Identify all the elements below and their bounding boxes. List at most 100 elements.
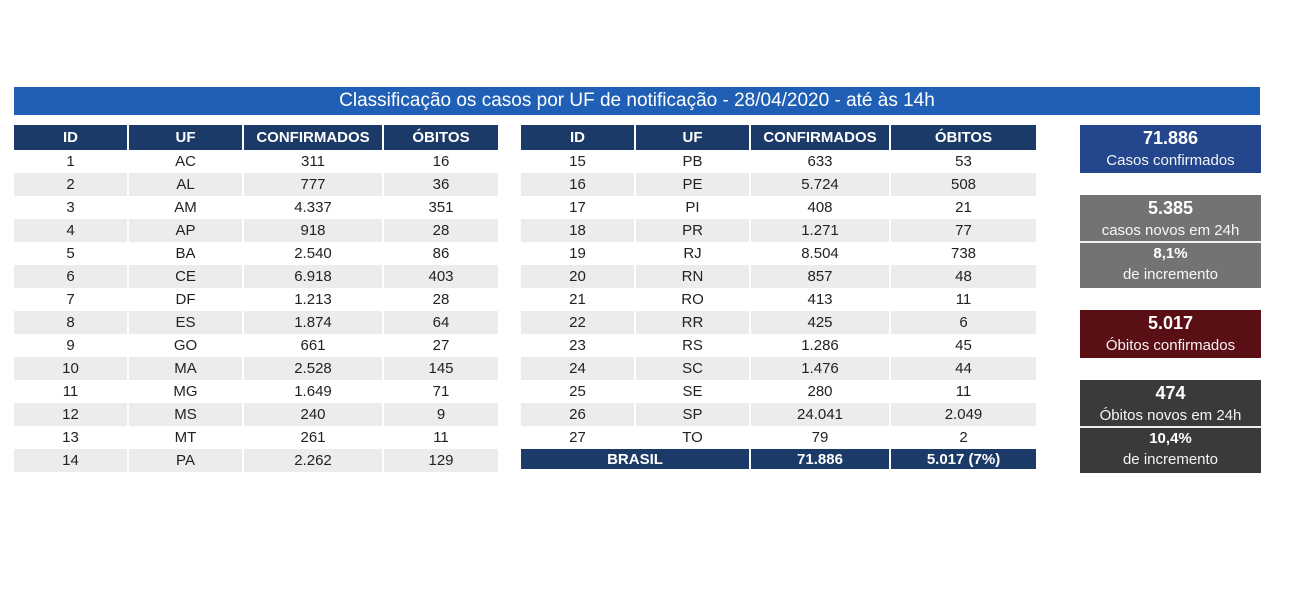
col-header-uf: UF (636, 125, 751, 150)
states-table-left: ID UF CONFIRMADOS ÓBITOS 1 AC 311 16 2 AL 777 3… (14, 125, 498, 472)
cell-obitos: 16 (384, 150, 498, 173)
cell-uf: MG (129, 380, 244, 403)
cell-confirmados: 661 (244, 334, 384, 357)
card-new-deaths-pct: 10,4% (1149, 430, 1192, 447)
col-header-obitos: ÓBITOS (891, 125, 1036, 150)
cell-confirmados: 24.041 (751, 403, 891, 426)
card-deaths: 5.017 Óbitos confirmados (1080, 310, 1261, 358)
table-row: 13 MT 261 11 (14, 426, 498, 449)
cell-id: 20 (521, 265, 636, 288)
card-new-deaths-pct-label: de incremento (1122, 451, 1219, 468)
table-body-right: 15 PB 633 53 16 PE 5.724 508 17 PI 408 21 18 PR 1.271 7… (521, 150, 1036, 449)
cell-id: 11 (14, 380, 129, 403)
cell-uf: MS (129, 403, 244, 426)
cell-obitos: 21 (891, 196, 1036, 219)
cell-confirmados: 1.213 (244, 288, 384, 311)
card-deaths-label: Óbitos confirmados (1105, 337, 1236, 354)
card-total-value: 71.886 (1142, 128, 1199, 148)
cell-uf: PI (636, 196, 751, 219)
total-obitos: 5.017 (7%) (891, 449, 1036, 469)
cell-obitos: 129 (384, 449, 498, 472)
cell-uf: DF (129, 288, 244, 311)
cell-id: 13 (14, 426, 129, 449)
table-row: 10 MA 2.528 145 (14, 357, 498, 380)
cell-obitos: 64 (384, 311, 498, 334)
cell-id: 5 (14, 242, 129, 265)
col-header-id: ID (521, 125, 636, 150)
cell-uf: AP (129, 219, 244, 242)
cell-id: 8 (14, 311, 129, 334)
table-body-left: 1 AC 311 16 2 AL 777 36 3 AM 4.337 351 4 AP 918 28 5 BA 2.… (14, 150, 498, 472)
card-new-deaths: 474 Óbitos novos em 24h 10,4% de increme… (1080, 380, 1261, 473)
col-header-uf: UF (129, 125, 244, 150)
table-row: 16 PE 5.724 508 (521, 173, 1036, 196)
col-header-confirmados: CONFIRMADOS (244, 125, 384, 150)
cell-id: 12 (14, 403, 129, 426)
table-row: 4 AP 918 28 (14, 219, 498, 242)
cell-uf: SE (636, 380, 751, 403)
cell-uf: RJ (636, 242, 751, 265)
cell-confirmados: 5.724 (751, 173, 891, 196)
table-row: 14 PA 2.262 129 (14, 449, 498, 472)
cell-obitos: 738 (891, 242, 1036, 265)
card-new-value: 5.385 (1147, 198, 1194, 218)
table-row: 1 AC 311 16 (14, 150, 498, 173)
cell-obitos: 6 (891, 311, 1036, 334)
col-header-obitos: ÓBITOS (384, 125, 498, 150)
cell-uf: PE (636, 173, 751, 196)
cell-uf: MA (129, 357, 244, 380)
col-header-confirmados: CONFIRMADOS (751, 125, 891, 150)
cell-confirmados: 280 (751, 380, 891, 403)
cell-obitos: 2 (891, 426, 1036, 449)
cell-id: 3 (14, 196, 129, 219)
cell-confirmados: 777 (244, 173, 384, 196)
cell-id: 9 (14, 334, 129, 357)
cell-confirmados: 857 (751, 265, 891, 288)
table-row: 9 GO 661 27 (14, 334, 498, 357)
table-row: 20 RN 857 48 (521, 265, 1036, 288)
cell-uf: RS (636, 334, 751, 357)
cell-obitos: 45 (891, 334, 1036, 357)
cell-confirmados: 2.528 (244, 357, 384, 380)
table-row: 17 PI 408 21 (521, 196, 1036, 219)
states-table-right: ID UF CONFIRMADOS ÓBITOS 15 PB 633 53 16 PE 5.… (521, 125, 1036, 469)
cell-obitos: 48 (891, 265, 1036, 288)
cell-id: 22 (521, 311, 636, 334)
cell-confirmados: 1.286 (751, 334, 891, 357)
table-row: 18 PR 1.271 77 (521, 219, 1036, 242)
cell-id: 15 (521, 150, 636, 173)
table-row: 5 BA 2.540 86 (14, 242, 498, 265)
cell-uf: AC (129, 150, 244, 173)
table-row: 2 AL 777 36 (14, 173, 498, 196)
cell-uf: RR (636, 311, 751, 334)
table-row: 12 MS 240 9 (14, 403, 498, 426)
cell-confirmados: 6.918 (244, 265, 384, 288)
cell-confirmados: 413 (751, 288, 891, 311)
cell-obitos: 351 (384, 196, 498, 219)
cell-obitos: 508 (891, 173, 1036, 196)
cell-id: 26 (521, 403, 636, 426)
cell-id: 2 (14, 173, 129, 196)
cell-obitos: 77 (891, 219, 1036, 242)
cell-uf: RN (636, 265, 751, 288)
table-row: 6 CE 6.918 403 (14, 265, 498, 288)
card-divider (1080, 241, 1261, 243)
table-row: 8 ES 1.874 64 (14, 311, 498, 334)
cell-uf: SP (636, 403, 751, 426)
cell-uf: BA (129, 242, 244, 265)
cell-obitos: 28 (384, 288, 498, 311)
cell-confirmados: 425 (751, 311, 891, 334)
cell-id: 21 (521, 288, 636, 311)
table-row: 15 PB 633 53 (521, 150, 1036, 173)
cell-obitos: 27 (384, 334, 498, 357)
cell-obitos: 403 (384, 265, 498, 288)
cell-confirmados: 2.262 (244, 449, 384, 472)
cell-confirmados: 311 (244, 150, 384, 173)
cell-confirmados: 8.504 (751, 242, 891, 265)
card-new-pct-label: de incremento (1122, 266, 1219, 283)
cell-uf: PB (636, 150, 751, 173)
card-new-cases: 5.385 casos novos em 24h 8,1% de increme… (1080, 195, 1261, 288)
cell-id: 27 (521, 426, 636, 449)
cell-confirmados: 79 (751, 426, 891, 449)
cell-confirmados: 1.874 (244, 311, 384, 334)
